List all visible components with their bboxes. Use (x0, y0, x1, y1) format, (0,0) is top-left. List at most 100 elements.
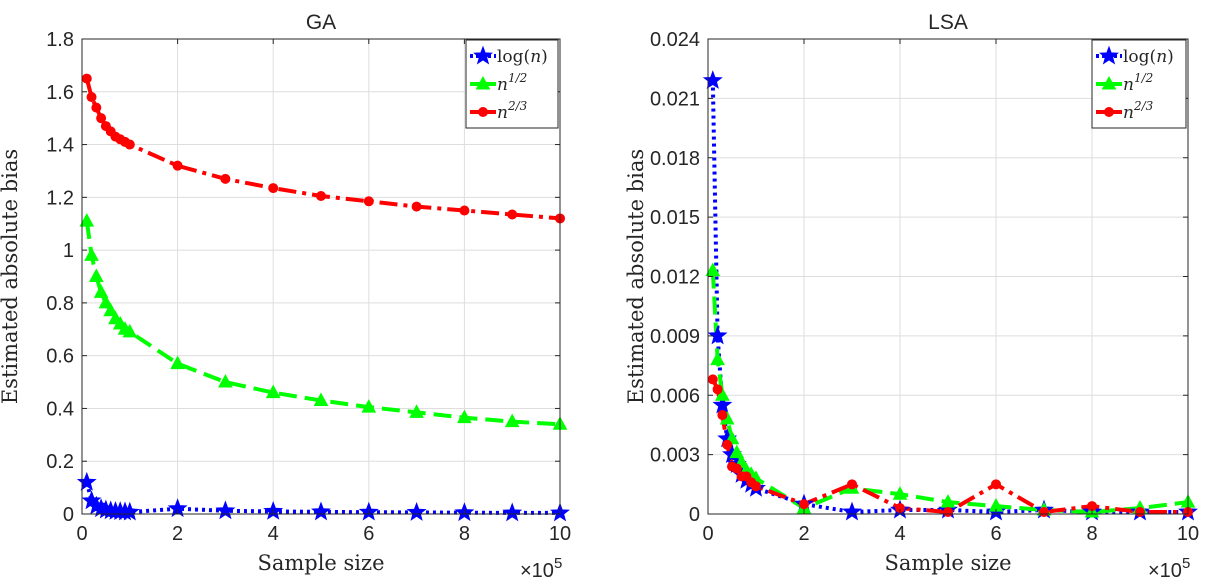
data-point (172, 160, 183, 171)
data-point (86, 92, 97, 103)
data-point (799, 499, 809, 510)
legend-label: log(n) (497, 47, 548, 67)
data-point (361, 399, 377, 413)
x-axis-multiplier: ×105 (520, 555, 562, 582)
data-point (76, 471, 97, 491)
y-tick-label: 0.009 (650, 326, 700, 348)
legend-label: n2/3 (1123, 99, 1154, 123)
data-point (220, 173, 231, 184)
x-tick-label: 4 (268, 523, 279, 545)
x-tick-label: 2 (172, 523, 183, 545)
x-tick-label: 0 (76, 523, 87, 545)
data-point (707, 374, 718, 385)
chart-title: LSA (928, 11, 968, 34)
legend-marker (1104, 107, 1114, 117)
data-point (316, 191, 326, 202)
y-tick-label: 0.6 (46, 346, 74, 368)
y-tick-label: 0.8 (46, 293, 74, 315)
data-point (502, 502, 523, 522)
y-axis-label: Estimated absolute bias (624, 149, 648, 404)
data-point (842, 501, 862, 521)
legend-label: n1/2 (1123, 71, 1153, 95)
y-tick-label: 0.003 (650, 445, 700, 467)
y-tick-label: 1.8 (46, 29, 74, 51)
data-point (170, 355, 185, 370)
data-point (122, 323, 138, 338)
y-tick-label: 0 (689, 504, 700, 526)
data-point (96, 113, 107, 124)
x-axis-label: Sample size (257, 551, 384, 575)
data-point (119, 501, 140, 521)
legend-label: log(n) (1123, 47, 1174, 67)
chart-panel-ga: 0 2 4 6 8 10 0 0.2 0.4 0.6 0.8 1 1.2 1.4 1.6 1.8 GA Sampl… (0, 11, 571, 582)
data-point (715, 387, 730, 401)
y-tick-label: 0.018 (650, 148, 700, 170)
y-tick-label: 0.021 (650, 88, 700, 110)
legend-label: n2/3 (497, 99, 528, 123)
data-point (313, 392, 329, 407)
data-point (1135, 507, 1145, 518)
x-axis-label: Sample size (884, 551, 1011, 575)
y-tick-label: 0.024 (650, 29, 700, 51)
legend: log(n) n1/2 n2/3 (1091, 39, 1187, 129)
x-tick-label: 8 (1086, 523, 1097, 545)
data-point (406, 501, 427, 521)
legend-marker (478, 107, 488, 117)
data-point (507, 209, 518, 220)
legend: log(n) n1/2 n2/3 (465, 39, 559, 129)
y-tick-label: 0.012 (650, 267, 700, 289)
x-tick-label: 10 (549, 523, 571, 545)
legend-marker (473, 45, 493, 65)
data-point (363, 196, 374, 207)
data-point (457, 409, 472, 424)
data-point (943, 507, 953, 518)
data-point (729, 444, 745, 459)
data-point (710, 351, 725, 366)
data-point (89, 268, 104, 282)
y-tick-label: 1.2 (46, 187, 74, 209)
data-point (411, 201, 422, 212)
y-tick-label: 0.4 (46, 398, 74, 420)
data-point (265, 384, 281, 399)
data-point (707, 325, 728, 345)
data-point (751, 481, 761, 492)
x-tick-label: 4 (894, 523, 905, 545)
data-point (409, 404, 424, 418)
legend-marker (1099, 45, 1119, 65)
data-point (218, 374, 233, 388)
chart-title: GA (306, 11, 336, 34)
legend-marker (1101, 75, 1117, 90)
data-point (215, 500, 236, 520)
chart-panel-lsa: 0 2 4 6 8 10 0 0.003 0.006 0.009 0.012 0.015 0.018 0.… (624, 11, 1199, 582)
legend-label: n1/2 (497, 71, 527, 95)
y-tick-label: 0.006 (650, 385, 700, 407)
data-point (702, 70, 723, 89)
y-tick-label: 0.015 (650, 207, 700, 229)
data-point (504, 413, 520, 428)
y-tick-label: 1.4 (46, 135, 74, 157)
data-point (98, 294, 114, 309)
x-tick-label: 6 (363, 523, 374, 545)
data-point (892, 486, 908, 500)
y-tick-label: 1 (63, 240, 74, 262)
x-axis-multiplier: ×105 (1148, 555, 1190, 582)
data-point (311, 501, 331, 521)
data-point (93, 284, 109, 298)
data-point (124, 139, 135, 150)
data-point (268, 183, 279, 194)
data-point (84, 247, 99, 261)
data-point (847, 479, 857, 490)
data-point (79, 213, 95, 227)
data-point (1039, 507, 1049, 518)
data-point (91, 102, 102, 113)
x-tick-label: 8 (459, 523, 470, 545)
data-point (712, 384, 723, 395)
y-tick-label: 0 (63, 504, 74, 526)
axes-box (81, 38, 561, 515)
data-point (717, 410, 728, 421)
data-point (722, 439, 733, 450)
data-point (731, 463, 742, 474)
y-tick-label: 1.6 (46, 82, 74, 104)
x-tick-label: 2 (798, 523, 809, 545)
